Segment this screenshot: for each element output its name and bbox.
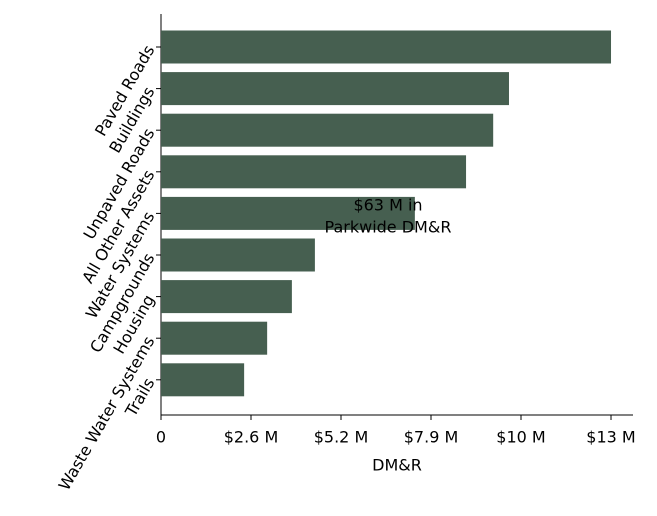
- bar: [161, 321, 268, 355]
- bar: [161, 72, 509, 106]
- x-tick-label: $13 M: [586, 428, 635, 447]
- x-tick-label: $7.9 M: [404, 428, 459, 447]
- x-tick-label: $10 M: [496, 428, 545, 447]
- bar: [161, 30, 612, 64]
- x-tick-label: 0: [156, 428, 166, 447]
- x-tick-label: $2.6 M: [224, 428, 279, 447]
- y-tick-label: Waste Water Systems: [55, 333, 159, 494]
- annotation: Parkwide DM&R: [325, 218, 452, 237]
- annotation: $63 M in: [353, 196, 422, 215]
- x-tick-label: $5.2 M: [314, 428, 369, 447]
- bar: [161, 196, 415, 230]
- bar: [161, 238, 315, 272]
- x-axis-label: DM&R: [372, 456, 422, 475]
- bar: [161, 155, 467, 189]
- bar: [161, 363, 245, 397]
- bar: [161, 113, 494, 147]
- bar: [161, 280, 292, 314]
